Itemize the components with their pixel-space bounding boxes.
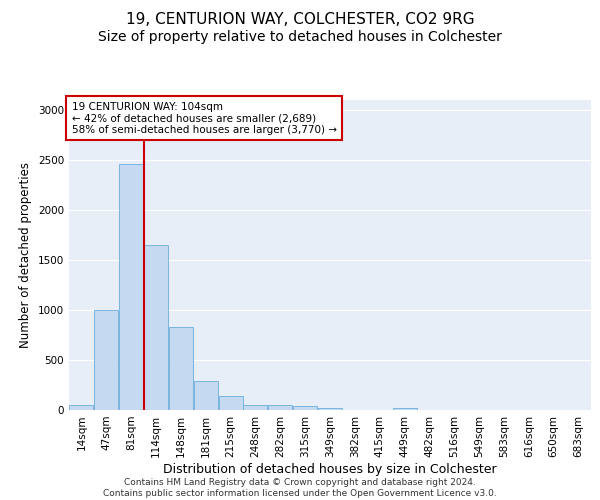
Bar	[293, 406, 317, 410]
Text: Size of property relative to detached houses in Colchester: Size of property relative to detached ho…	[98, 30, 502, 44]
Bar	[392, 408, 416, 410]
Bar	[268, 404, 292, 410]
Text: 19, CENTURION WAY, COLCHESTER, CO2 9RG: 19, CENTURION WAY, COLCHESTER, CO2 9RG	[125, 12, 475, 28]
Bar	[318, 408, 342, 410]
Bar	[144, 245, 168, 410]
Bar	[244, 404, 268, 410]
Bar	[119, 164, 143, 410]
Y-axis label: Number of detached properties: Number of detached properties	[19, 162, 32, 348]
Text: Contains HM Land Registry data © Crown copyright and database right 2024.
Contai: Contains HM Land Registry data © Crown c…	[103, 478, 497, 498]
Text: 19 CENTURION WAY: 104sqm
← 42% of detached houses are smaller (2,689)
58% of sem: 19 CENTURION WAY: 104sqm ← 42% of detach…	[71, 102, 337, 134]
Bar	[70, 404, 94, 410]
Bar	[218, 396, 242, 410]
Text: Distribution of detached houses by size in Colchester: Distribution of detached houses by size …	[163, 462, 497, 475]
Bar	[169, 327, 193, 410]
Bar	[194, 380, 218, 410]
Bar	[94, 310, 118, 410]
